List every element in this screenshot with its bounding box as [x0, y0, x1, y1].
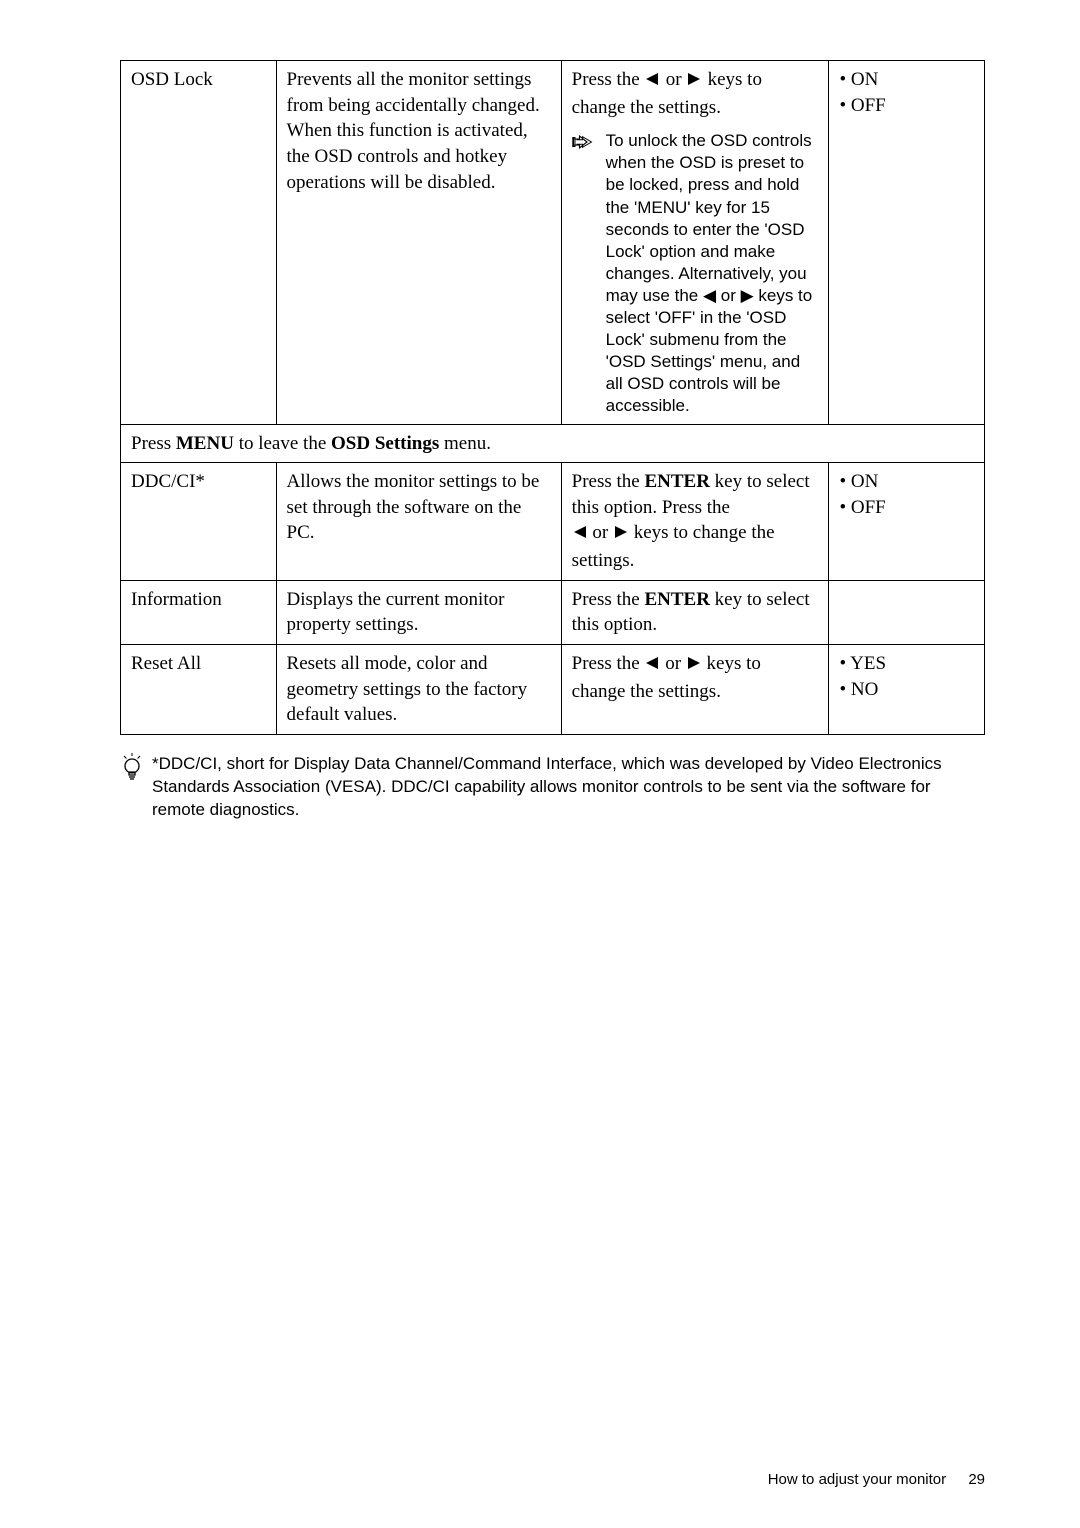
option: • ON: [839, 469, 974, 495]
footnote: *DDC/CI, short for Display Data Channel/…: [120, 753, 985, 822]
right-arrow-icon: [613, 522, 629, 548]
setting-options: [829, 580, 985, 644]
setting-name: Reset All: [121, 644, 277, 734]
settings-table: OSD Lock Prevents all the monitor settin…: [120, 60, 985, 735]
setting-action: Press the or keys to change the settings…: [561, 61, 829, 425]
setting-desc: Allows the monitor settings to be set th…: [276, 463, 561, 581]
setting-name: DDC/CI*: [121, 463, 277, 581]
option: • NO: [839, 677, 974, 703]
note-text: To unlock the OSD controls when the OSD …: [606, 130, 819, 417]
right-arrow-icon: [686, 653, 702, 679]
or-text: or: [666, 69, 687, 90]
or-text: or: [665, 653, 686, 674]
page-footer: How to adjust your monitor 29: [768, 1471, 985, 1488]
left-arrow-icon: [644, 69, 660, 95]
right-arrow-icon: [686, 69, 702, 95]
left-arrow-icon: [644, 653, 660, 679]
option: • ON: [839, 67, 974, 93]
setting-name: Information: [121, 580, 277, 644]
table-row: OSD Lock Prevents all the monitor settin…: [121, 61, 985, 425]
note-block: To unlock the OSD controls when the OSD …: [572, 130, 819, 417]
table-span-row: Press MENU to leave the OSD Settings men…: [121, 424, 985, 463]
setting-action: Press the ENTER key to select this optio…: [561, 580, 829, 644]
lightbulb-icon: [120, 753, 144, 786]
option: • OFF: [839, 495, 974, 521]
setting-options: • YES • NO: [829, 644, 985, 734]
action-text: Press the: [572, 69, 645, 90]
left-arrow-icon: [572, 522, 588, 548]
table-row: Reset All Resets all mode, color and geo…: [121, 644, 985, 734]
setting-desc: Prevents all the monitor settings from b…: [276, 61, 561, 425]
setting-action: Press the or keys to change the settings…: [561, 644, 829, 734]
or-text: or: [592, 522, 613, 543]
footer-text: How to adjust your monitor: [768, 1471, 946, 1488]
setting-action: Press the ENTER key to select this optio…: [561, 463, 829, 581]
page-number: 29: [968, 1471, 985, 1488]
span-instruction: Press MENU to leave the OSD Settings men…: [121, 424, 985, 463]
option: • OFF: [839, 93, 974, 119]
footnote-text: *DDC/CI, short for Display Data Channel/…: [152, 753, 985, 822]
table-row: Information Displays the current monitor…: [121, 580, 985, 644]
setting-desc: Resets all mode, color and geometry sett…: [276, 644, 561, 734]
setting-desc: Displays the current monitor property se…: [276, 580, 561, 644]
table-row: DDC/CI* Allows the monitor settings to b…: [121, 463, 985, 581]
option: • YES: [839, 651, 974, 677]
setting-name: OSD Lock: [121, 61, 277, 425]
setting-options: • ON • OFF: [829, 463, 985, 581]
setting-options: • ON • OFF: [829, 61, 985, 425]
pointing-hand-icon: [572, 130, 598, 417]
